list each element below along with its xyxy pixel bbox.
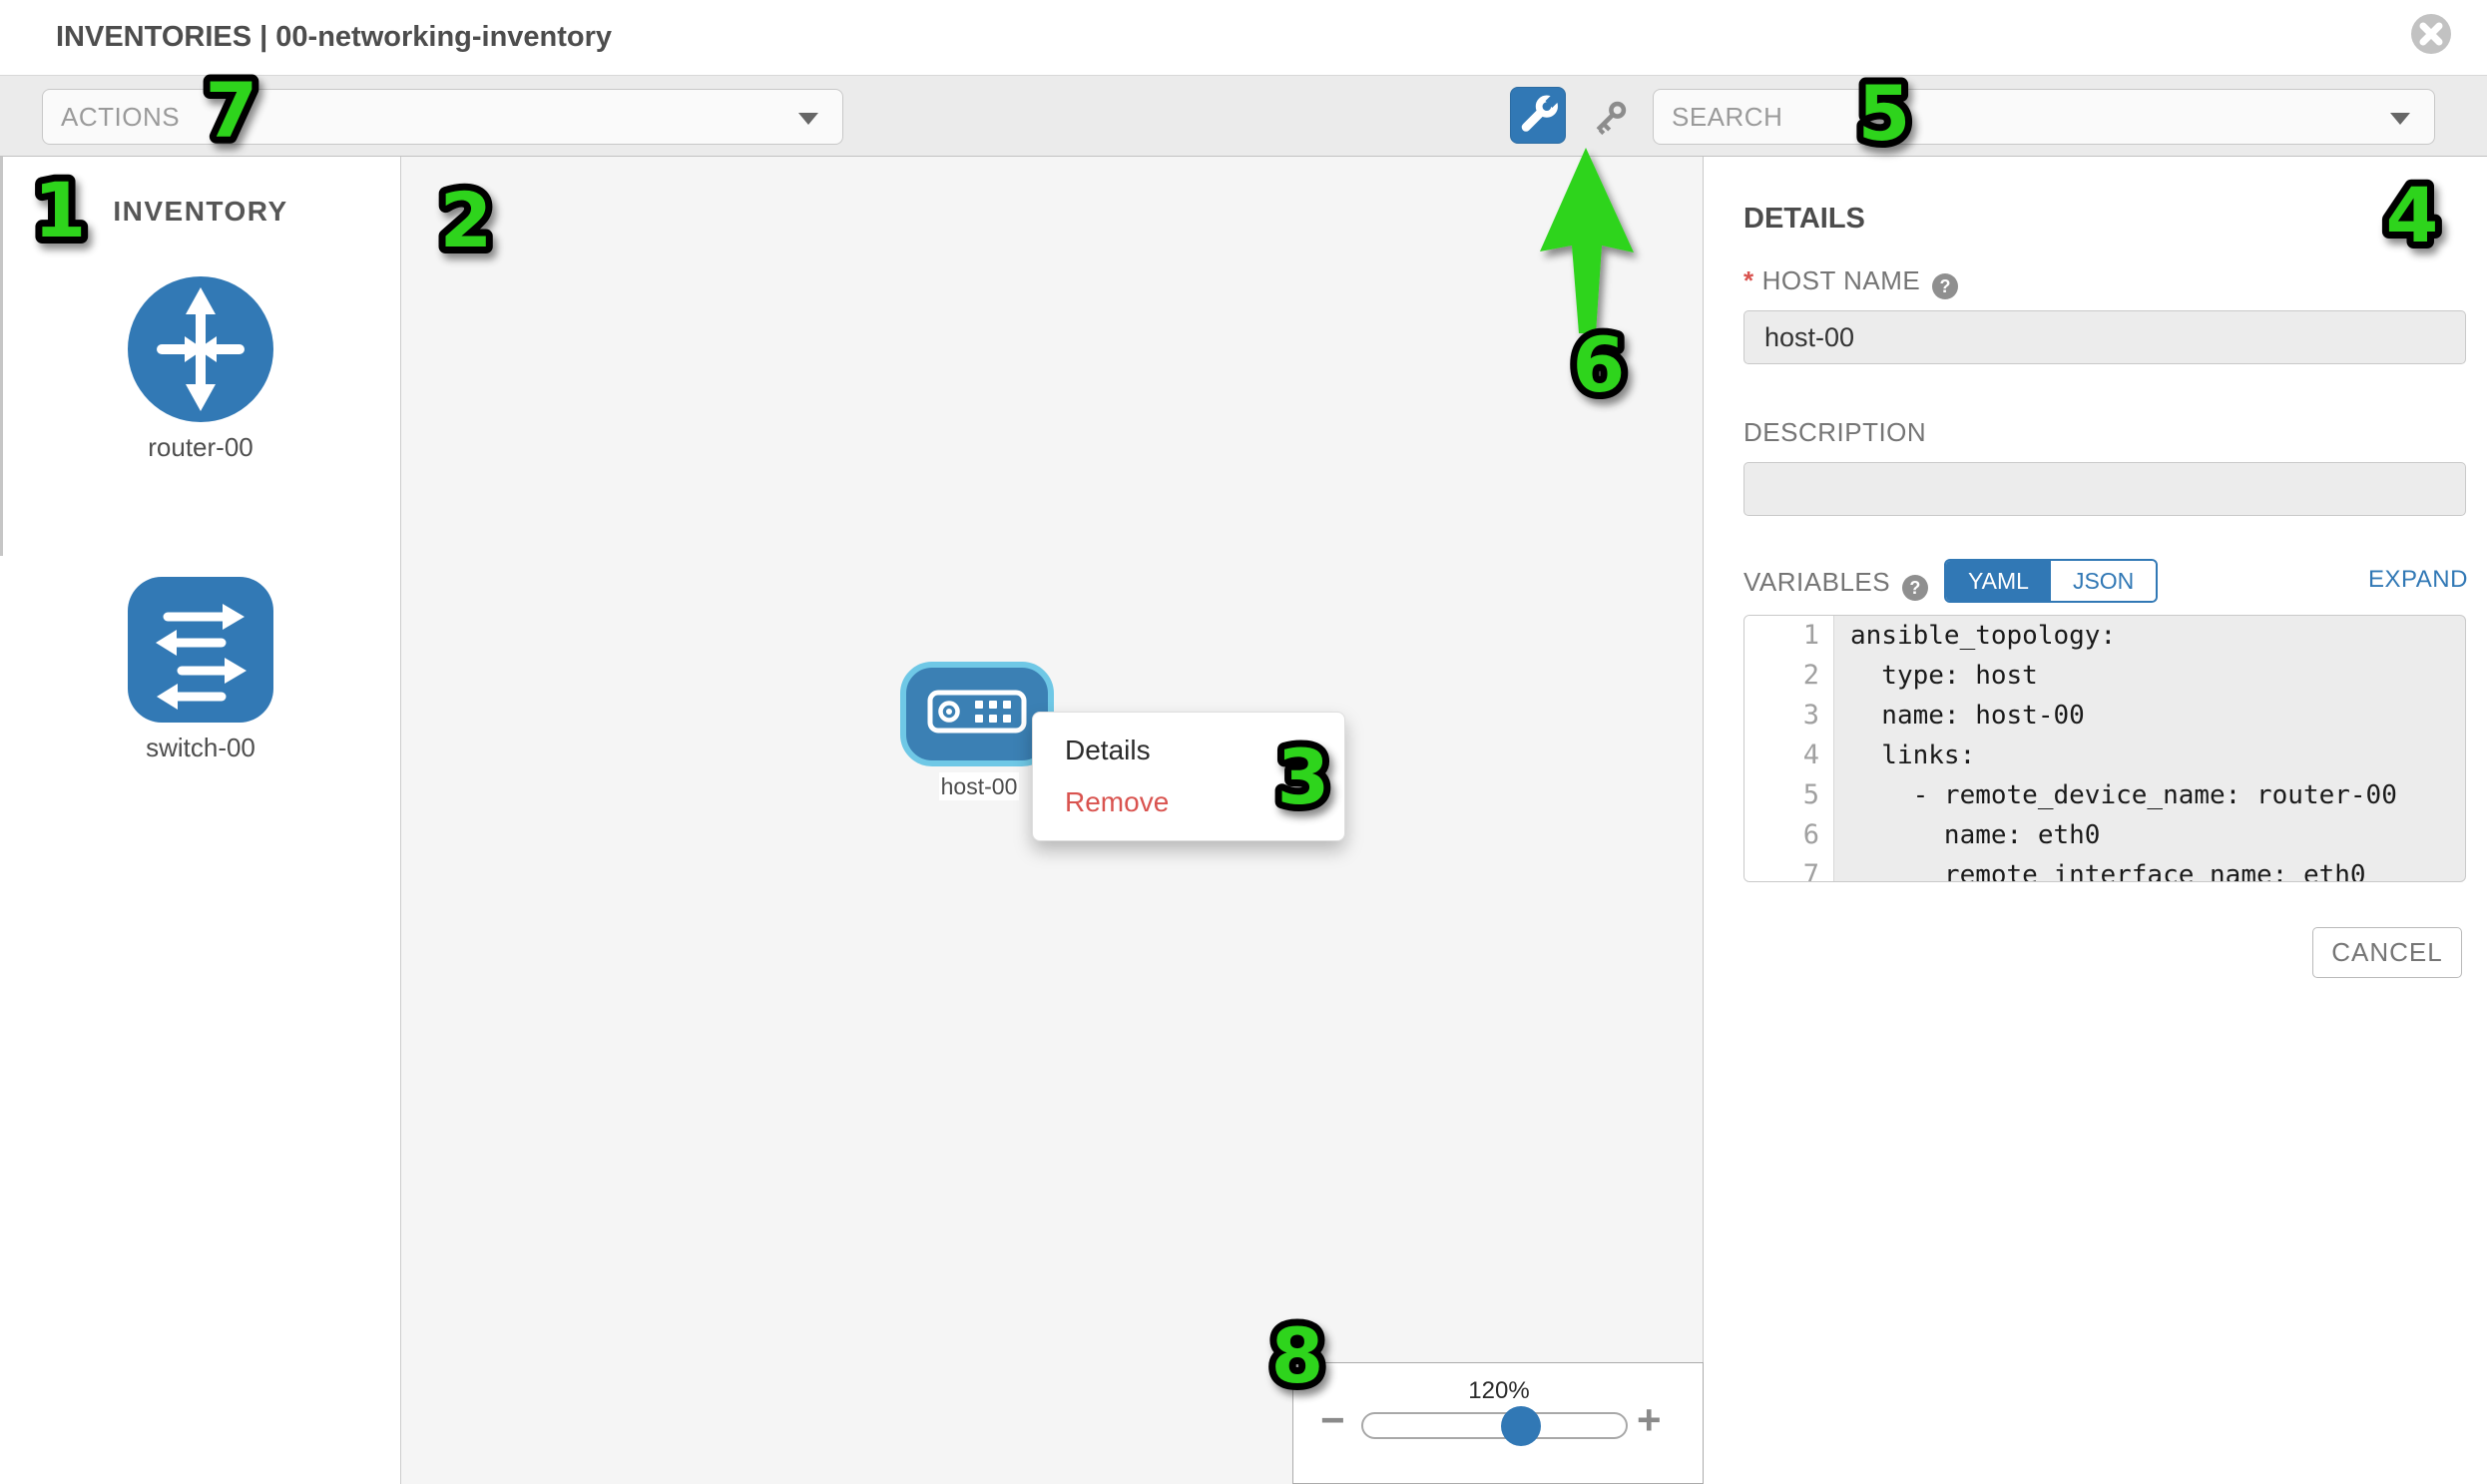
zoom-slider-thumb[interactable] [1501, 1406, 1541, 1446]
code-line-text: remote_interface_name: eth0 [1850, 860, 2366, 882]
palette-item-label: switch-00 [146, 733, 255, 762]
code-line: 1 ansible_topology: [1744, 616, 2465, 656]
sidebar-heading: INVENTORY [113, 196, 288, 227]
code-line-text: type: host [1850, 661, 2038, 691]
description-label: DESCRIPTION [1743, 417, 1927, 447]
code-line-text: name: host-00 [1850, 701, 2085, 731]
host-icon [927, 690, 1027, 734]
close-icon[interactable] [2409, 12, 2453, 56]
chevron-down-icon [2390, 113, 2410, 125]
code-line-number: 2 [1744, 656, 1834, 696]
zoom-slider-track[interactable] [1361, 1412, 1628, 1439]
toolbar: ACTIONS SEARCH [0, 75, 2487, 157]
node-context-menu: Details Remove [1032, 712, 1345, 841]
zoom-in-button[interactable]: + [1637, 1396, 1662, 1443]
key-button[interactable] [1583, 93, 1637, 143]
zoom-level: 120% [1468, 1377, 1530, 1404]
code-line: 6 name: eth0 [1744, 815, 2465, 855]
switch-icon [128, 577, 273, 723]
chevron-down-icon [798, 113, 818, 125]
context-menu-details[interactable]: Details [1065, 735, 1151, 765]
search-placeholder: SEARCH [1672, 101, 1783, 132]
code-line-text: links: [1850, 741, 1976, 770]
page-title: INVENTORIES | 00-networking-inventory [56, 21, 613, 53]
tab-yaml[interactable]: YAML [1946, 561, 2051, 601]
tools-button[interactable] [1510, 87, 1566, 144]
required-asterisk: * [1743, 265, 1754, 295]
code-line-number: 3 [1744, 696, 1834, 736]
context-menu-remove[interactable]: Remove [1065, 786, 1170, 817]
code-line-number: 1 [1744, 616, 1834, 656]
variables-format-toggle: YAML JSON [1944, 559, 2159, 603]
code-line-number: 6 [1744, 815, 1834, 855]
router-icon [128, 276, 273, 422]
host-name-label: * HOST NAME? [1743, 265, 1959, 299]
details-heading: DETAILS [1743, 203, 1865, 235]
code-line-number: 5 [1744, 775, 1834, 815]
code-line-text: ansible_topology: [1850, 621, 2117, 651]
host-node-label: host-00 [939, 772, 1019, 800]
cancel-button[interactable]: CANCEL [2312, 927, 2462, 978]
page-header: INVENTORIES | 00-networking-inventory [0, 0, 2487, 75]
code-line-text: name: eth0 [1850, 820, 2101, 850]
code-line: 2 type: host [1744, 656, 2465, 696]
code-line: 3 name: host-00 [1744, 696, 2465, 736]
code-line-number: 7 [1744, 855, 1834, 881]
palette-item-label: router-00 [148, 432, 253, 462]
tab-json[interactable]: JSON [2050, 561, 2157, 601]
topology-canvas[interactable]: host-00 Details Remove 120% − + [401, 157, 1704, 1484]
zoom-out-button[interactable]: − [1320, 1396, 1345, 1443]
help-icon[interactable]: ? [1932, 273, 1959, 299]
sidebar-scrollbar[interactable] [0, 157, 3, 556]
key-icon [1596, 101, 1627, 136]
variables-label: VARIABLES? [1743, 567, 1929, 601]
host-node[interactable] [900, 662, 1054, 766]
inventory-sidebar: INVENTORY router-00 [0, 157, 401, 1484]
code-line: 4 links: [1744, 736, 2465, 775]
wrench-icon [1521, 94, 1560, 132]
code-line: 5 - remote_device_name: router-00 [1744, 775, 2465, 815]
variables-code-editor[interactable]: 1 ansible_topology: 2 type: host 3 name: ho… [1743, 615, 2466, 882]
actions-dropdown-label: ACTIONS [61, 101, 181, 132]
host-name-input[interactable]: host-00 [1743, 310, 2466, 364]
code-line-text: - remote_device_name: router-00 [1850, 780, 2397, 810]
expand-link[interactable]: EXPAND [2368, 566, 2468, 593]
code-line-number: 4 [1744, 736, 1834, 775]
actions-dropdown[interactable]: ACTIONS [42, 89, 843, 145]
zoom-control-panel: 120% − + [1292, 1362, 1704, 1484]
palette-item-switch[interactable]: switch-00 [0, 575, 401, 763]
help-icon[interactable]: ? [1902, 575, 1929, 601]
search-dropdown[interactable]: SEARCH [1653, 89, 2435, 145]
code-line: 7 remote_interface_name: eth0 [1744, 855, 2465, 882]
description-input[interactable] [1743, 462, 2466, 516]
details-panel: DETAILS * HOST NAME? host-00 DESCRIPTION … [1705, 157, 2487, 1484]
palette-item-router[interactable]: router-00 [0, 274, 401, 463]
